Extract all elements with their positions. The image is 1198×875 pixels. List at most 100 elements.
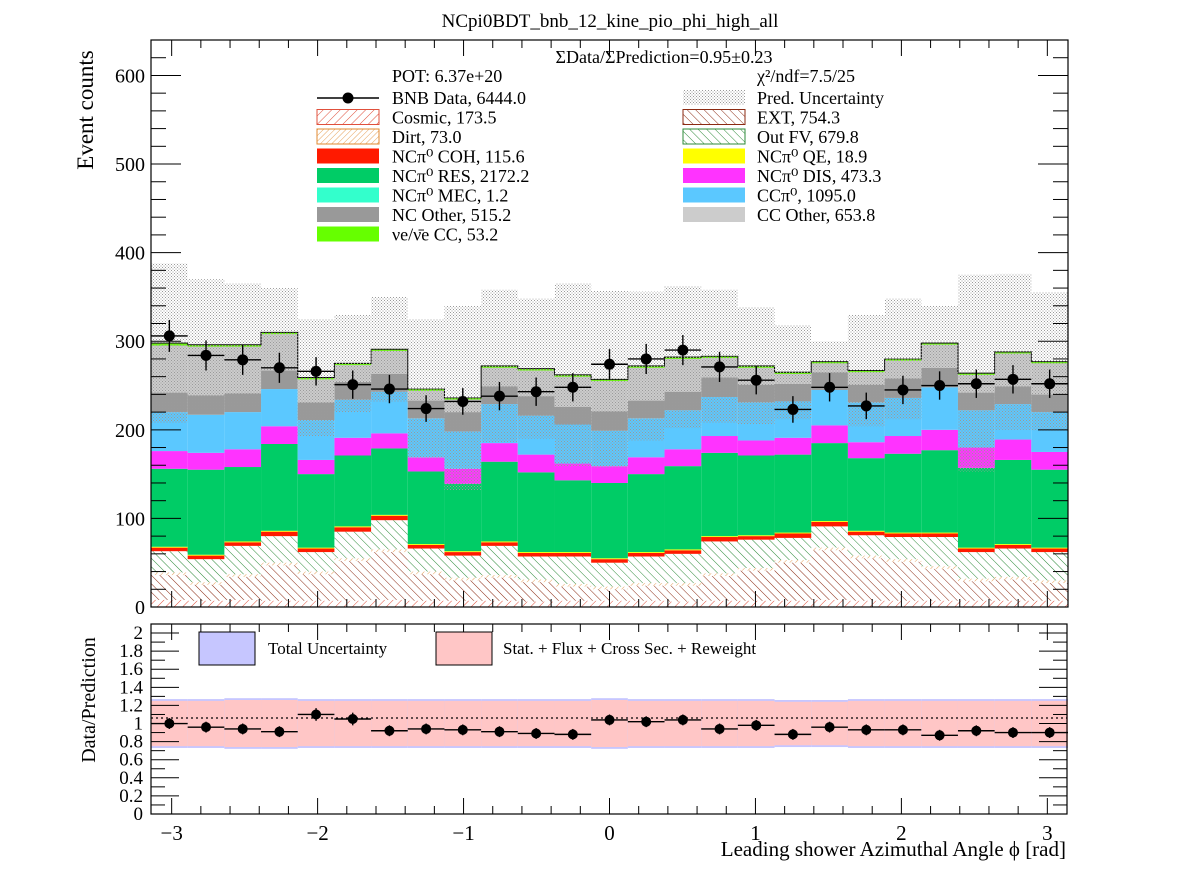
bar-ext (1031, 583, 1068, 601)
legend-swatch-unc (683, 90, 745, 105)
uncertainty-bin (517, 298, 555, 439)
bar-dirt (627, 583, 665, 586)
bar-qe (921, 532, 958, 534)
data-point (383, 383, 395, 395)
ratio-point (604, 714, 615, 725)
bar-dis (297, 459, 335, 475)
bar-outfv (554, 556, 592, 584)
bar-res (664, 466, 702, 550)
bar-ext (261, 565, 298, 601)
bar-cosmic (774, 600, 812, 607)
bar-res (811, 443, 848, 522)
legend-label-dis: NCπ⁰ DIS, 473.3 (757, 166, 881, 186)
bar-dirt (297, 571, 335, 575)
bar-outfv (921, 537, 958, 567)
main-axes: 0 100 200 300 400 500 600 (115, 39, 1068, 619)
legend-label-ccother: CC Other, 653.8 (757, 205, 875, 225)
bar-qe (591, 558, 628, 560)
bar-cosmic (371, 599, 408, 607)
bar-ext (187, 584, 225, 601)
bar-coh (957, 548, 995, 553)
bar-coh (407, 544, 445, 549)
ratio-y-tick-label: 0.8 (119, 732, 143, 753)
bar-outfv (737, 539, 775, 569)
bar-outfv (297, 552, 335, 572)
ratio-y-tick-label: 1.8 (119, 641, 143, 662)
data-point (163, 330, 175, 342)
bar-coh (187, 555, 225, 560)
bar-dirt (151, 572, 188, 576)
bar-outfv (701, 541, 738, 574)
legend-swatch-ccpi0 (683, 187, 745, 203)
bar-dirt (371, 549, 408, 553)
bar-qe (701, 536, 738, 538)
bar-qe (261, 530, 298, 532)
bar-res (554, 480, 592, 553)
main-legend: BNB Data, 6444.0 Pred. Uncertainty Cosmic,… (316, 88, 884, 245)
ratio-y-tick-label: 0.4 (119, 768, 143, 789)
bar-cosmic (1031, 600, 1068, 607)
bar-dis (774, 437, 812, 455)
bar-qe (664, 549, 702, 551)
bar-coh (224, 542, 262, 546)
bar-res (151, 468, 188, 547)
bar-ext (884, 561, 922, 601)
bar-res (187, 469, 225, 555)
bar-dirt (774, 560, 812, 563)
bar-outfv (151, 551, 188, 573)
ratio-point (787, 729, 798, 740)
y-tick-label: 500 (115, 154, 145, 176)
bar-res (774, 454, 812, 533)
ratio-point (384, 725, 395, 736)
bar-qe (811, 521, 848, 522)
x-tick-label: 0 (604, 821, 615, 845)
legend-label-total: Total Uncertainty (268, 639, 388, 658)
bar-res (444, 483, 482, 552)
bar-cosmic (627, 600, 665, 607)
bar-res (994, 459, 1032, 545)
bar-coh (481, 542, 518, 546)
data-point (677, 344, 689, 356)
bar-cosmic (957, 600, 995, 607)
legend-label-cosmic: Cosmic, 173.5 (392, 108, 497, 128)
bar-dirt (994, 576, 1032, 580)
bar-dis (554, 463, 592, 481)
legend-data-marker (342, 92, 354, 104)
legend-label-dirt: Dirt, 73.0 (392, 127, 462, 147)
bar-dirt (884, 559, 922, 562)
bar-dis (151, 451, 188, 469)
bar-cosmic (994, 600, 1032, 607)
stat-uncertainty-bin (517, 700, 555, 747)
bar-dis (737, 440, 775, 456)
data-point (1044, 378, 1056, 390)
ratio-y-tick-label: 0.2 (119, 786, 143, 807)
bar-ext (444, 580, 482, 601)
bar-dirt (517, 579, 555, 583)
legend-label-qe: NCπ⁰ QE, 18.9 (757, 147, 867, 167)
bar-qe (1031, 547, 1068, 549)
ratio-point (567, 729, 578, 740)
bar-dis (811, 425, 848, 444)
bar-outfv (187, 559, 225, 583)
x-tick-label: −3 (160, 821, 182, 845)
bar-dirt (224, 574, 262, 577)
legend-label-nue: νe/ν̄e CC, 53.2 (392, 225, 498, 245)
bar-ext (994, 579, 1032, 601)
bar-coh (444, 552, 482, 556)
bar-outfv (1031, 552, 1068, 581)
bar-qe (224, 541, 262, 543)
bar-outfv (591, 562, 628, 587)
bar-dis (481, 443, 518, 462)
stat-uncertainty-bin (481, 700, 518, 747)
y-tick-label: 0 (135, 597, 145, 619)
ratio-point (751, 720, 762, 731)
bar-dis (1031, 451, 1068, 470)
bar-res (517, 472, 555, 553)
bar-qe (187, 554, 225, 556)
legend-swatch-dis (683, 168, 745, 183)
bar-qe (297, 547, 335, 549)
bar-coh (591, 559, 628, 563)
bar-outfv (994, 548, 1032, 577)
ratio-points (151, 708, 1068, 741)
